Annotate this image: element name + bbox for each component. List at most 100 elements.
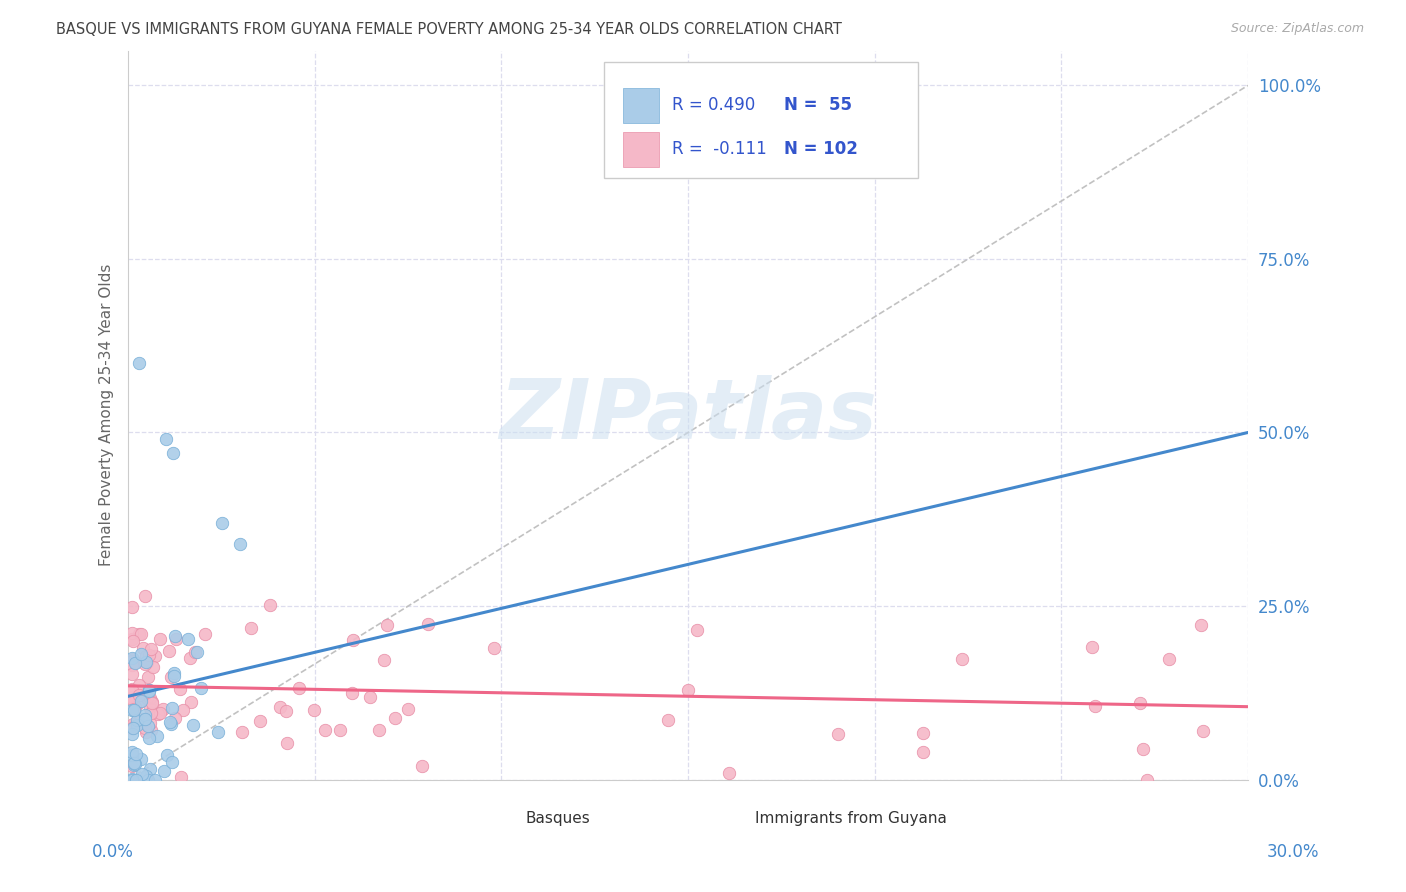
Point [211,516,233,530]
Point [138,682,160,697]
Point [418,616,440,631]
Point [152,702,174,716]
Point [121,759,143,773]
Point [134,657,156,671]
Point [302,703,325,717]
Point [121,626,143,640]
Point [134,707,156,722]
Point [135,655,157,669]
Point [138,683,160,698]
Point [121,745,143,759]
Point [143,649,166,664]
Point [1157,652,1180,666]
Point [269,699,291,714]
Point [121,651,143,665]
Point [373,653,395,667]
Point [1084,698,1107,713]
Point [329,723,352,737]
Point [1129,696,1152,710]
Point [156,747,179,762]
Point [276,736,298,750]
Point [139,701,162,715]
Point [121,681,143,696]
Point [149,706,172,720]
Point [121,690,143,704]
Point [177,632,200,646]
Point [1136,772,1159,787]
Point [135,769,157,783]
Point [125,772,148,787]
Point [139,641,162,656]
Text: 30.0%: 30.0% [1267,843,1319,861]
Point [127,710,149,724]
Point [180,694,202,708]
Point [135,725,157,739]
Point [121,772,143,786]
Point [124,757,146,772]
Point [950,651,973,665]
Point [128,677,150,691]
Point [162,446,184,460]
FancyBboxPatch shape [623,132,659,167]
Point [157,644,180,658]
Point [122,721,145,735]
Point [124,700,146,714]
Point [131,766,153,780]
Text: Source: ZipAtlas.com: Source: ZipAtlas.com [1230,22,1364,36]
Text: N =  55: N = 55 [785,96,852,114]
Point [121,667,143,681]
Point [141,706,163,720]
Point [135,655,157,669]
Point [240,621,263,635]
Point [121,658,143,673]
Point [121,683,143,698]
Point [121,721,143,735]
Point [342,686,364,700]
Point [717,766,740,780]
Point [122,634,145,648]
Point [134,721,156,735]
Point [396,702,419,716]
Text: ZIPatlas: ZIPatlas [499,375,877,456]
Point [122,719,145,733]
Point [827,727,849,741]
Point [136,670,159,684]
Point [121,652,143,666]
Point [229,536,252,550]
Point [482,640,505,655]
Point [134,712,156,726]
Point [287,681,309,696]
Text: 0.0%: 0.0% [91,843,134,861]
Point [231,724,253,739]
Point [165,632,187,646]
Point [155,433,177,447]
Point [190,681,212,695]
Point [149,632,172,646]
Point [911,726,934,740]
Point [141,695,163,709]
Text: R =  -0.111: R = -0.111 [672,140,768,158]
Point [121,772,143,787]
Point [165,711,187,725]
Point [129,647,152,661]
Point [368,723,391,737]
Point [132,640,155,655]
Point [184,645,207,659]
Point [121,599,143,614]
Point [249,714,271,729]
Point [143,772,166,787]
Point [181,718,204,732]
Point [314,723,336,738]
Point [411,759,433,773]
Point [121,703,143,717]
Point [186,645,208,659]
Point [163,665,186,680]
Point [1132,742,1154,756]
Point [141,696,163,710]
Text: N = 102: N = 102 [785,140,858,158]
Point [686,624,709,638]
Point [121,772,143,787]
Point [135,648,157,663]
Point [121,748,143,763]
Point [121,726,143,740]
